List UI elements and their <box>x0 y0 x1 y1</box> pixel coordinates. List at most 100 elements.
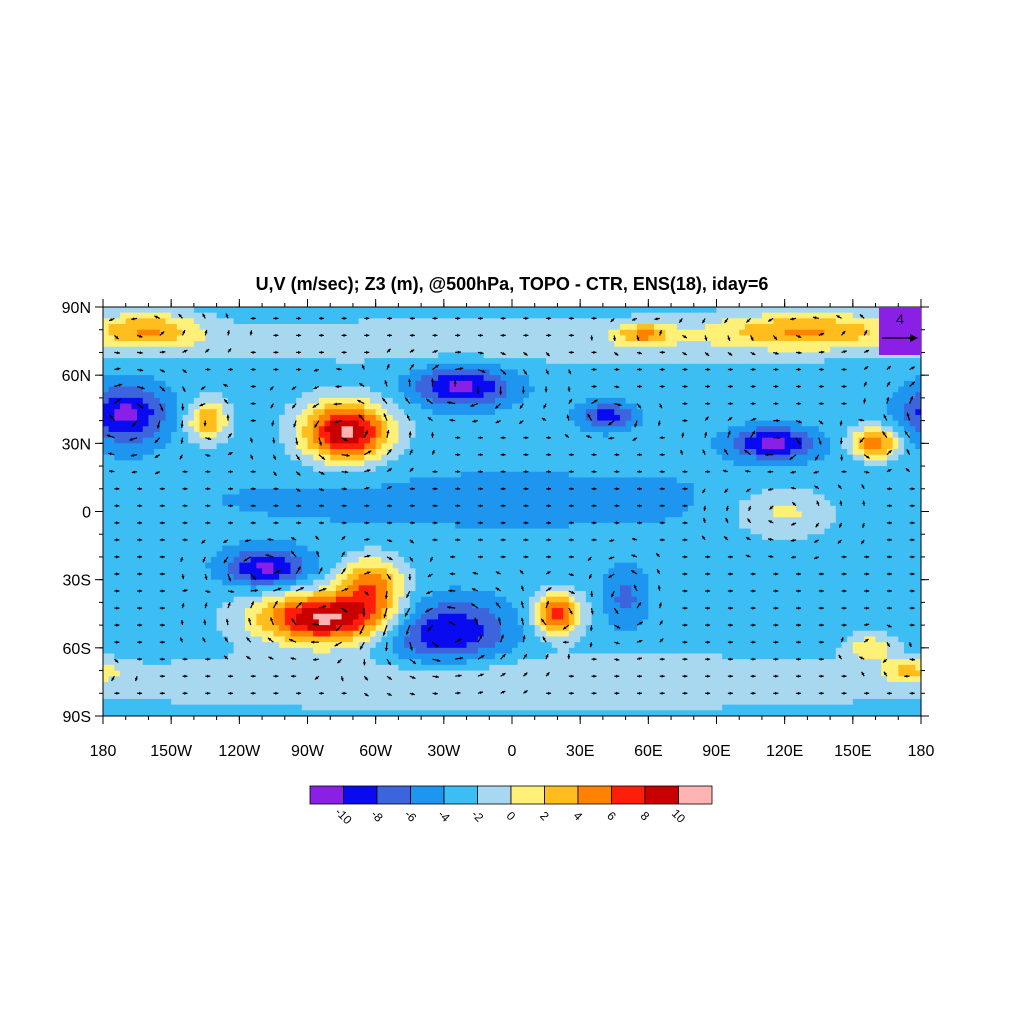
field-cell <box>455 426 462 433</box>
field-cell <box>546 488 553 496</box>
field-cell <box>415 392 422 399</box>
field-cell <box>847 363 854 371</box>
field-cell <box>801 414 808 422</box>
field-cell <box>830 375 837 382</box>
field-cell <box>216 386 223 393</box>
field-cell <box>404 375 411 382</box>
field-cell <box>250 420 257 427</box>
field-cell <box>256 466 263 473</box>
field-cell <box>421 454 428 461</box>
field-cell <box>801 380 808 388</box>
field-cell <box>381 460 388 467</box>
field-cell <box>824 386 831 393</box>
field-cell <box>137 500 144 507</box>
field-cell <box>262 369 269 376</box>
field-cell <box>415 369 422 376</box>
field-cell <box>676 363 684 371</box>
field-cell <box>443 494 451 501</box>
field-cell <box>154 324 161 331</box>
field-cell <box>438 471 445 479</box>
field-cell <box>171 346 178 354</box>
field-cell <box>176 500 184 507</box>
field-cell <box>733 318 740 325</box>
field-cell <box>341 426 348 433</box>
field-cell <box>568 443 576 450</box>
field-cell <box>256 483 263 490</box>
field-cell <box>387 454 394 461</box>
field-cell <box>438 392 445 399</box>
field-cell <box>654 392 661 399</box>
field-cell <box>324 397 331 405</box>
field-cell <box>182 352 189 359</box>
field-cell <box>341 437 348 444</box>
field-cell <box>546 307 553 314</box>
field-cell <box>585 437 593 444</box>
field-cell <box>761 386 769 393</box>
field-cell <box>557 392 564 399</box>
field-cell <box>705 380 712 388</box>
field-cell <box>716 454 723 461</box>
field-cell <box>585 312 593 319</box>
field-cell <box>813 449 820 456</box>
field-cell <box>705 454 712 461</box>
field-cell <box>727 352 735 359</box>
field-cell <box>886 488 894 496</box>
field-cell <box>222 437 229 444</box>
field-cell <box>801 494 808 501</box>
field-cell <box>688 449 695 456</box>
field-cell <box>182 392 189 399</box>
field-cell <box>137 420 144 427</box>
field-cell <box>477 369 485 376</box>
field-cell <box>472 431 479 439</box>
field-cell <box>301 403 309 410</box>
field-cell <box>778 392 786 399</box>
field-cell <box>477 414 485 422</box>
field-cell <box>188 369 195 376</box>
field-cell <box>796 449 803 456</box>
field-cell <box>182 318 189 325</box>
field-cell <box>625 437 632 444</box>
field-cell <box>421 341 428 348</box>
field-cell <box>182 380 189 388</box>
field-cell <box>421 352 428 359</box>
field-cell <box>114 494 121 501</box>
field-cell <box>801 477 808 484</box>
field-cell <box>205 386 212 393</box>
field-cell <box>256 369 263 376</box>
field-cell <box>250 346 257 354</box>
field-cell <box>318 352 326 359</box>
field-cell <box>188 363 195 371</box>
field-cell <box>682 431 689 439</box>
field-cell <box>489 312 496 319</box>
field-cell <box>813 420 820 427</box>
field-cell <box>330 477 337 484</box>
field-cell <box>608 386 615 393</box>
field-cell <box>387 414 394 422</box>
field-cell <box>216 420 223 427</box>
field-cell <box>262 375 269 382</box>
field-cell <box>256 312 263 319</box>
field-cell <box>864 375 871 382</box>
field-cell <box>540 477 547 484</box>
field-cell <box>671 403 678 410</box>
field-cell <box>540 494 547 501</box>
field-cell <box>131 346 138 354</box>
field-cell <box>693 454 701 461</box>
field-cell <box>279 341 286 348</box>
field-cell <box>301 460 309 467</box>
field-cell <box>767 397 774 405</box>
field-cell <box>676 443 684 450</box>
field-cell <box>852 454 860 461</box>
field-cell <box>369 483 377 490</box>
field-cell <box>432 318 439 325</box>
field-cell <box>131 488 138 496</box>
field-cell <box>529 443 536 450</box>
field-cell <box>227 500 235 507</box>
field-cell <box>114 471 121 479</box>
field-cell <box>710 375 718 382</box>
field-cell <box>392 494 399 501</box>
field-cell <box>875 409 882 416</box>
field-cell <box>767 307 774 314</box>
field-cell <box>818 494 826 501</box>
field-cell <box>114 312 121 319</box>
